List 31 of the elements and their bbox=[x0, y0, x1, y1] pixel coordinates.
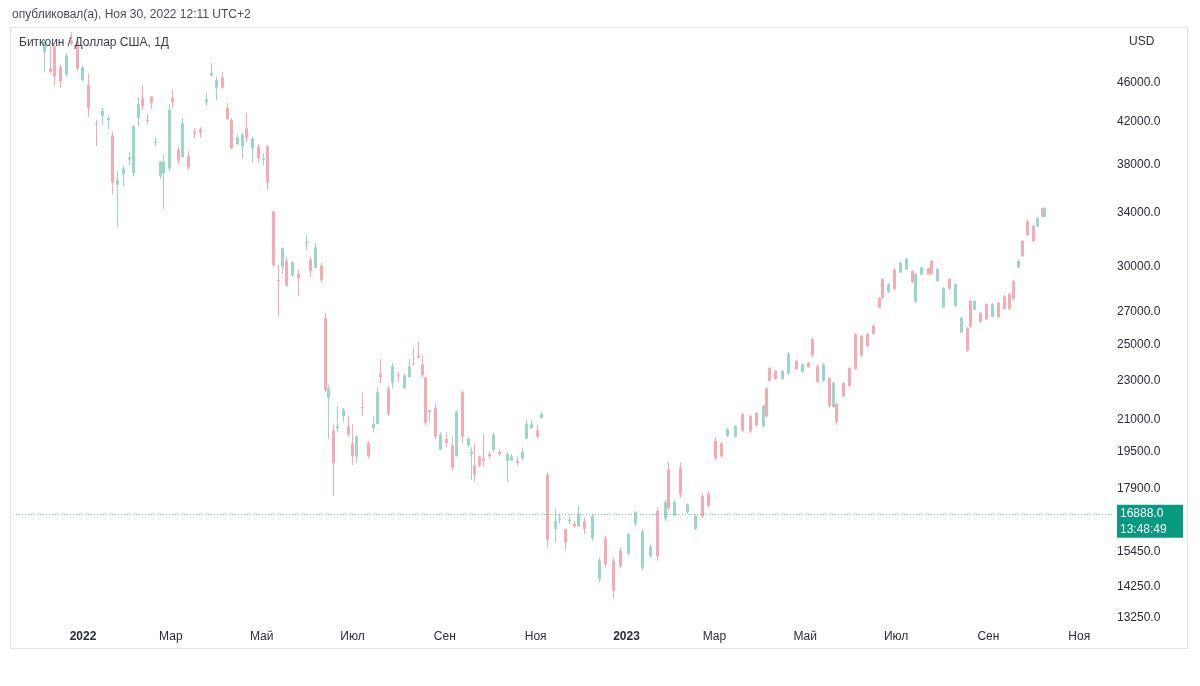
y-tick-label: 27000.0 bbox=[1117, 304, 1161, 319]
x-tick-label: Сен bbox=[977, 628, 1000, 643]
y-tick-label: 23000.0 bbox=[1117, 373, 1161, 388]
text: 13:48:49 bbox=[1120, 522, 1168, 537]
x-tick-label: Сен bbox=[433, 628, 456, 643]
y-tick-label: 17900.0 bbox=[1117, 481, 1161, 496]
x-tick-label: Мар bbox=[702, 628, 727, 643]
y-tick-label: 14250.0 bbox=[1117, 579, 1161, 594]
x-tick-label: Июл bbox=[340, 628, 365, 643]
y-tick-label: 21000.0 bbox=[1117, 412, 1161, 427]
y-axis-title: USD bbox=[1129, 34, 1155, 49]
y-tick-label: 42000.0 bbox=[1117, 114, 1161, 129]
ref-line-label: 16888.0 bbox=[1120, 506, 1164, 521]
x-tick-label: Ноя bbox=[1068, 628, 1091, 643]
x-tick-label: 2023 bbox=[613, 628, 641, 643]
x-tick-label: Ноя bbox=[524, 628, 547, 643]
y-tick-label: 15450.0 bbox=[1117, 544, 1161, 559]
x-tick-label: Мар bbox=[159, 628, 183, 643]
y-tick-label: 34000.0 bbox=[1117, 205, 1161, 220]
y-tick-label: 30000.0 bbox=[1117, 259, 1161, 274]
x-tick-label: Май bbox=[249, 628, 274, 643]
text: Биткоин / Доллар США, 1Д bbox=[19, 35, 169, 50]
y-tick-label: 38000.0 bbox=[1117, 157, 1161, 172]
y-tick-label: 25000.0 bbox=[1117, 337, 1161, 352]
y-tick-label: 46000.0 bbox=[1117, 75, 1161, 90]
x-tick-label: Май bbox=[793, 628, 817, 643]
x-tick-label: Июл bbox=[883, 628, 909, 643]
y-tick-label: 13250.0 bbox=[1117, 610, 1161, 625]
y-tick-label: 19500.0 bbox=[1117, 444, 1161, 459]
text: опубликовал(а), Ноя 30, 2022 12:11 UTC+2 bbox=[12, 7, 251, 22]
x-tick-label: 2022 bbox=[69, 628, 97, 643]
